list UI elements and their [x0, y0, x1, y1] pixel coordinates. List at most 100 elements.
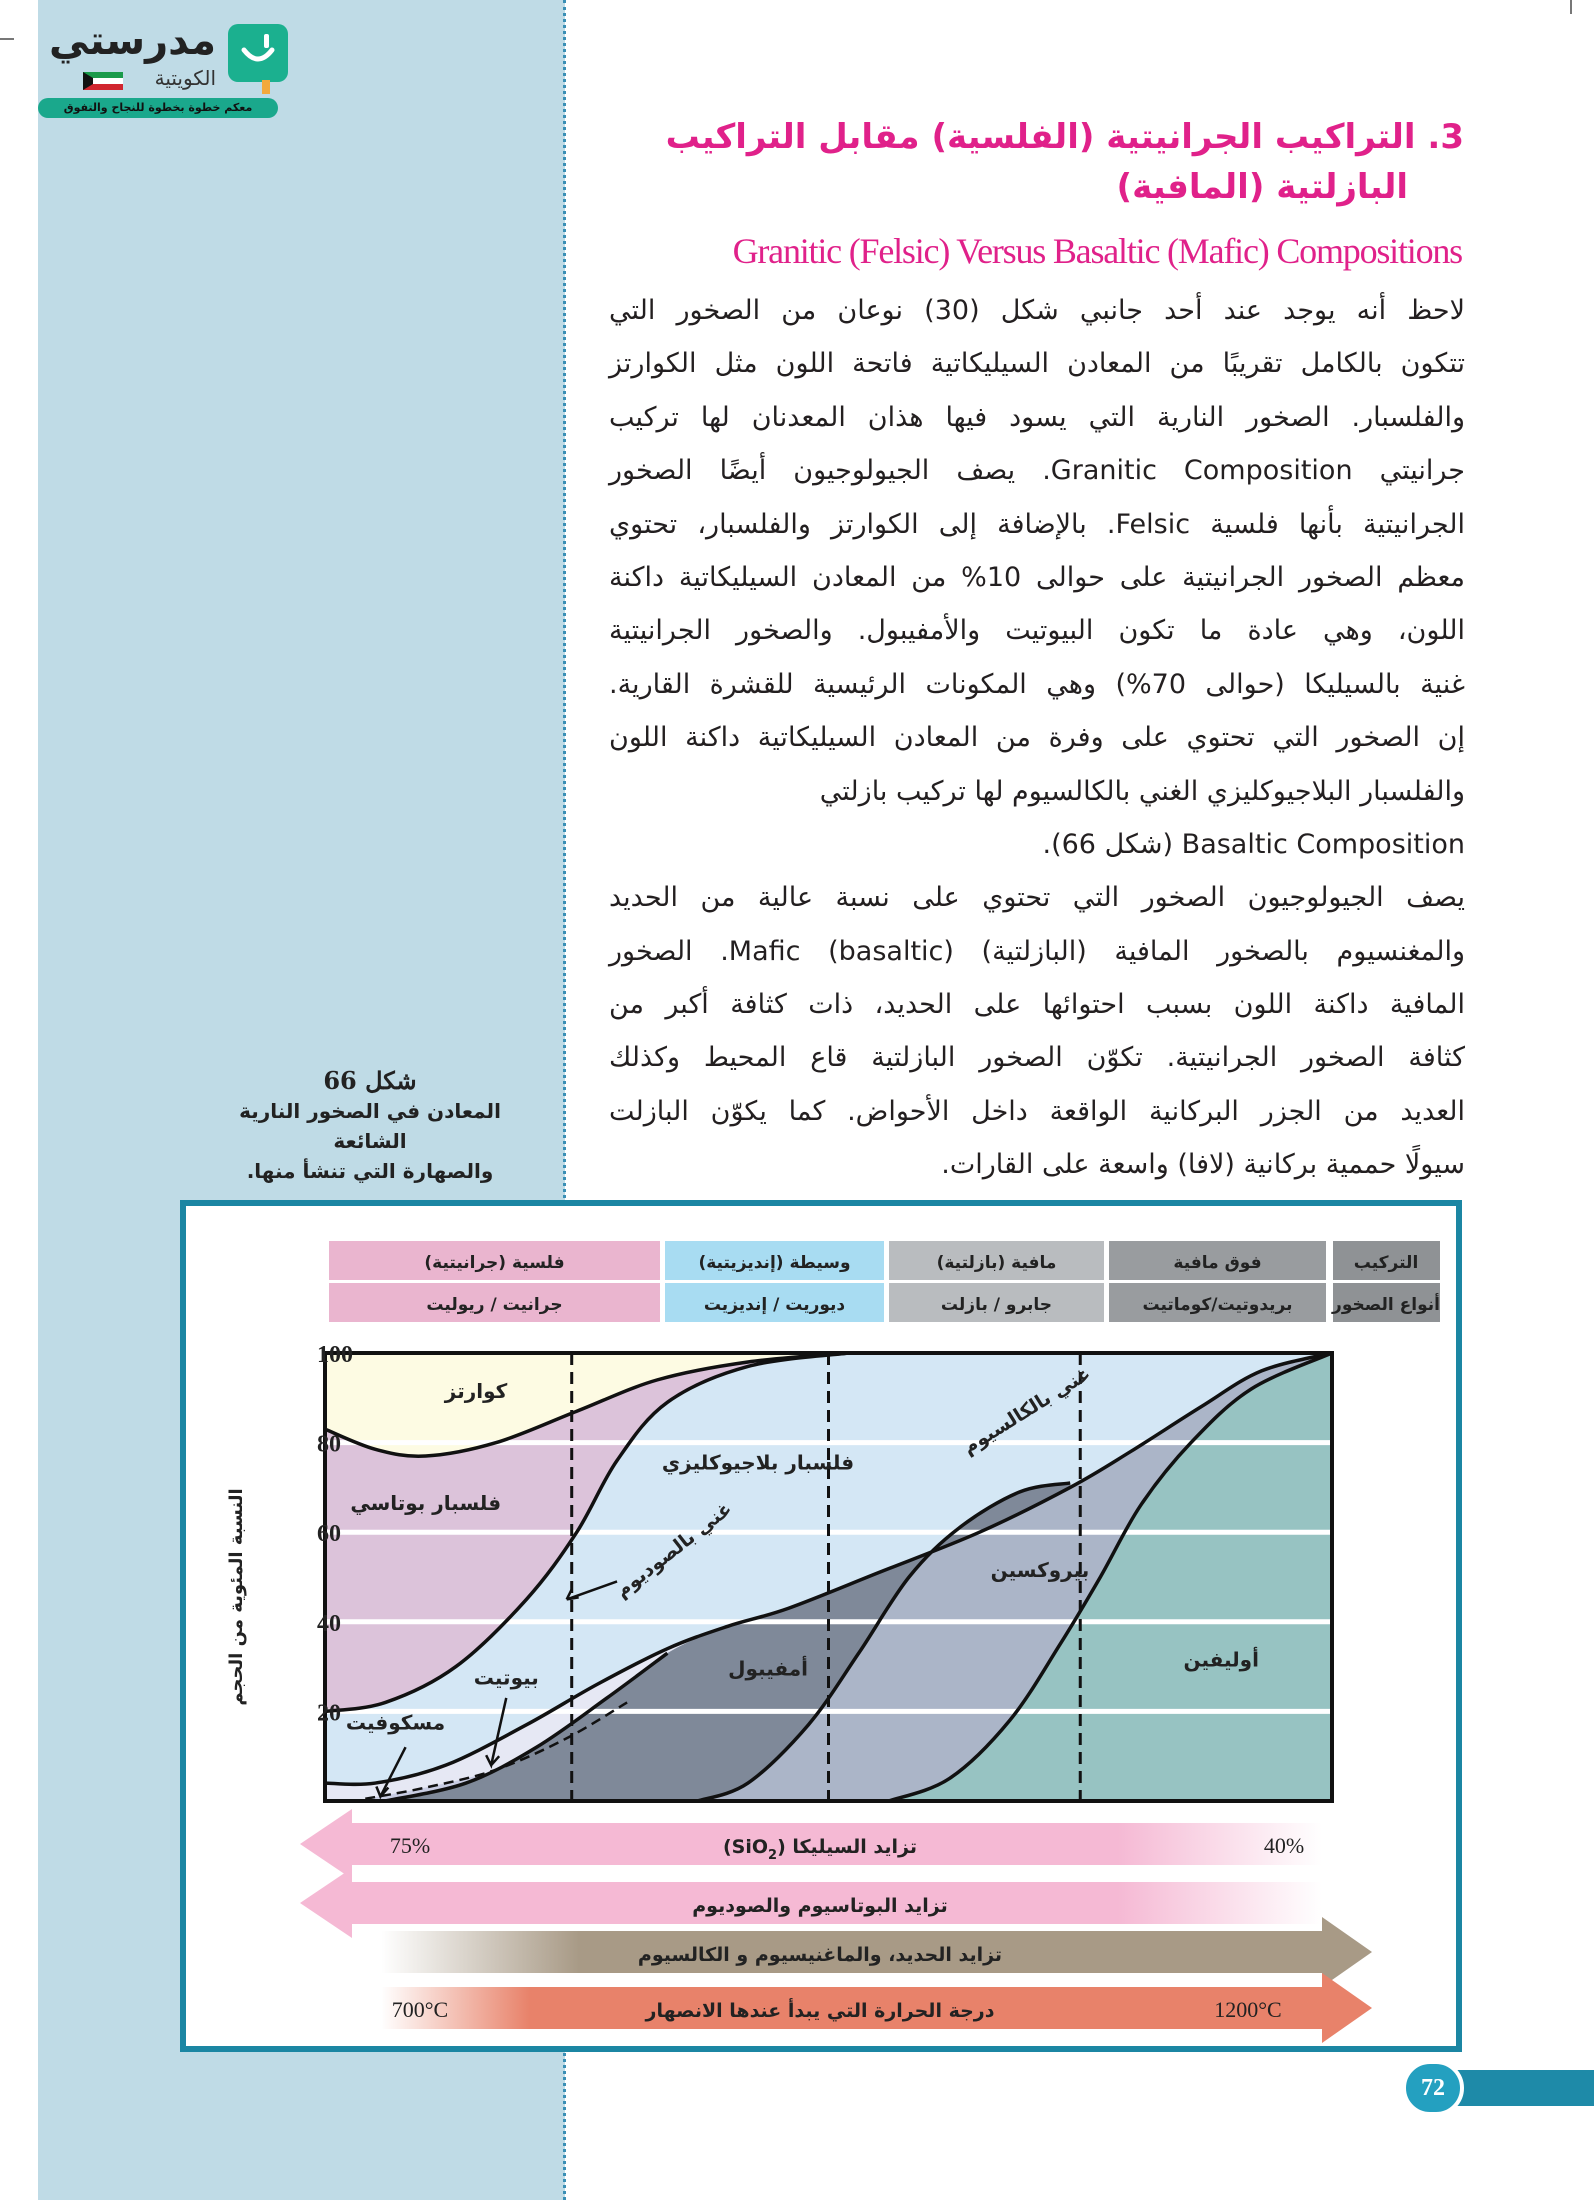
body-line: سيولًا حممية بركانية (لافا) واسعة على ال…: [941, 1149, 1465, 1181]
rock-types-label: جرانيت / ريوليت: [426, 1295, 562, 1315]
silica-close-paren: ): [723, 1836, 732, 1858]
logo: مدرستي الكويتية معكم خطوة بخطوة للنجاح و…: [38, 18, 288, 118]
mineral-label: بيروكسين: [991, 1558, 1090, 1582]
boundary-line: [888, 1351, 1333, 1803]
potassium-sodium-label: تزايد البوتاسيوم والصوديوم: [692, 1895, 947, 1917]
sodium-arrow-icon: [565, 1580, 618, 1601]
header-cell-composition: [889, 1241, 1104, 1280]
logo-tagline: معكم خطوة بخطوة للنجاح والتفوق: [38, 98, 278, 118]
silica-label-text: تزايد السيليكا (SiO: [732, 1836, 917, 1858]
boundary-line: [385, 1651, 669, 1803]
body-line: المافية داكنة اللون بسبب احتوائها على ال…: [609, 989, 1465, 1021]
body-line: والفلسبار. الصخور النارية التي يسود فيها…: [609, 401, 1465, 433]
iron-magnesium-calcium-trend-arrow: [381, 1917, 1372, 1987]
composition-label: فلسية (جرانيتية): [424, 1253, 564, 1273]
header-cell-composition: [665, 1241, 884, 1280]
y-tick-label: 100: [317, 1342, 353, 1368]
body-line: إن الصخور التي تحتوي على وفرة من المعادن…: [609, 722, 1465, 754]
logo-name: مدرستي: [48, 18, 216, 64]
header-row-label-cell: [1333, 1283, 1440, 1322]
crop-mark: [1570, 0, 1572, 14]
rock-types-label: بريدوتيت/كوماتيت: [1142, 1295, 1292, 1315]
body-line: Basaltic Composition (شكل 66).: [1042, 828, 1466, 860]
boundary-line: [324, 1351, 849, 1714]
header-cell-composition: [329, 1241, 660, 1280]
body-line: معظم الصخور الجرانيتية على حوالى 10% من …: [609, 561, 1465, 593]
temperature-left-value: 700°C: [392, 1997, 448, 2022]
figure-66: فلسية (جرانيتية) جرانيت / ريوليت وسيطة (إن…: [180, 1200, 1462, 2052]
body-text: لاحظ أنه يوجد عند أحد جانبي شكل (30) نوع…: [609, 284, 1465, 1192]
y-tick-label: 80: [317, 1432, 341, 1458]
section-title-line: 3. التراكيب الجرانيتية (الفلسية) مقابل ا…: [665, 117, 1464, 157]
rock-types-label: جابرو / بازلت: [941, 1295, 1052, 1315]
body-line: لاحظ أنه يوجد عند أحد جانبي شكل (30) نوع…: [609, 295, 1465, 326]
y-tick-label: 60: [317, 1521, 341, 1547]
silica-trend-arrow: [300, 1809, 1322, 1879]
caption-line: والصهارة التي تنشأ منها.: [246, 1159, 494, 1183]
section-title: 3. التراكيب الجرانيتية (الفلسية) مقابل ا…: [564, 112, 1464, 212]
silica-left-value: 75%: [390, 1833, 430, 1858]
quartz-region: [325, 1353, 849, 1457]
mineral-composition-chart: فلسية (جرانيتية) جرانيت / ريوليت وسيطة (إن…: [226, 1241, 1440, 2043]
y-tick-label: 40: [317, 1611, 341, 1637]
body-line: غنية بالسيليكا (حوالى 70%) وهي المكونات …: [609, 668, 1465, 700]
melting-temperature-label: درجة الحرارة التي يبدأ عندها الانصهار: [645, 1998, 995, 2022]
olivine-region: [888, 1353, 1332, 1801]
caption-line: المعادن في الصخور النارية الشائعة: [239, 1099, 501, 1153]
page-footer-bar: [1440, 2070, 1594, 2106]
silica-trend-label: تزايد السيليكا (SiO2): [723, 1836, 917, 1863]
header-cell-rocks: [1109, 1283, 1326, 1322]
silica-subscript: 2: [768, 1848, 777, 1863]
composition-label: وسيطة (إنديزيتية): [698, 1253, 850, 1273]
header-cell-rocks: [329, 1283, 660, 1322]
body-line: كثافة الصخور الجرانيتية. تكوّن الصخور ال…: [609, 1042, 1465, 1074]
y-tick-label: 20: [317, 1700, 341, 1726]
body-line: العديد من الجزر البركانية الواقعة داخل ا…: [609, 1095, 1465, 1127]
logo-mark-icon: [228, 24, 288, 94]
header-row-label-cell: [1333, 1241, 1440, 1280]
body-line: والفلسبار البلاجيوكليزي الغني بالكالسيوم…: [819, 775, 1465, 807]
row-label-composition: التركيب: [1354, 1253, 1419, 1273]
amphibole-region: [385, 1482, 1071, 1801]
mineral-label: كوارتز: [444, 1379, 508, 1403]
section-title-line: البازلتية (المافية): [1116, 167, 1408, 207]
mineral-label: أمفيبول: [728, 1655, 808, 1681]
y-axis-label: النسبة المئوية من الحجم: [226, 1488, 247, 1705]
body-line: جرانيتي Granitic Composition. يصف الجيول…: [609, 455, 1465, 487]
composition-label: فوق مافية: [1173, 1253, 1261, 1273]
mineral-label: بيوتيت: [474, 1666, 539, 1690]
dotted-divider: [563, 0, 566, 2200]
body-line: الجرانيتية بأنها فلسية Felsic. بالإضافة …: [609, 508, 1465, 540]
boundary-line: [324, 1351, 849, 1459]
boundary-line: [324, 1351, 1333, 1787]
crop-mark: [0, 38, 14, 40]
header-cell-rocks: [665, 1283, 884, 1322]
mineral-label: أوليفين: [1183, 1646, 1259, 1672]
melting-temperature-trend-arrow: [381, 1973, 1372, 2043]
mineral-label: فلسبار بلاجيوكليزي: [662, 1450, 854, 1475]
temperature-right-value: 1200°C: [1214, 1997, 1281, 2022]
row-label-rock-types: أنواع الصخور: [1331, 1293, 1440, 1315]
mineral-label: مسكوفيت: [346, 1710, 445, 1734]
figure-caption: شكل 66 المعادن في الصخور النارية الشائعة…: [200, 1066, 540, 1186]
boundary-line: [697, 1481, 1071, 1803]
section-title-english: Granitic (Felsic) Versus Basaltic (Mafic…: [732, 231, 1464, 271]
kuwait-flag-icon: [83, 72, 123, 90]
composition-label: مافية (بازلتية): [937, 1253, 1057, 1273]
logo-subtitle: الكويتية: [154, 66, 216, 90]
plot-frame: [323, 1351, 1334, 1803]
body-line: تتكون بالكامل تقريبًا من المعادن السيليك…: [609, 348, 1465, 380]
muscovite-pointer-icon: [375, 1746, 407, 1800]
mineral-label: فلسبار بوتاسي: [350, 1491, 501, 1516]
biotite-dashed-boundary: [365, 1701, 628, 1800]
potassium-sodium-trend-arrow: [300, 1868, 1322, 1938]
body-line: والمغنسيوم بالصخور المافية (البازلتية) M…: [609, 935, 1465, 967]
page-number: 72: [1402, 2060, 1464, 2116]
figure-label: شكل 66: [323, 1066, 417, 1095]
iron-magnesium-calcium-label: تزايد الحديد، والماغنيسيوم و الكالسيوم: [638, 1944, 1002, 1966]
silica-right-value: 40%: [1264, 1833, 1304, 1858]
biotite-pointer-icon: [485, 1697, 508, 1769]
header-cell-composition: [1109, 1241, 1326, 1280]
header-cell-rocks: [889, 1283, 1104, 1322]
rock-types-label: ديوريت / إنديزيت: [704, 1295, 846, 1315]
